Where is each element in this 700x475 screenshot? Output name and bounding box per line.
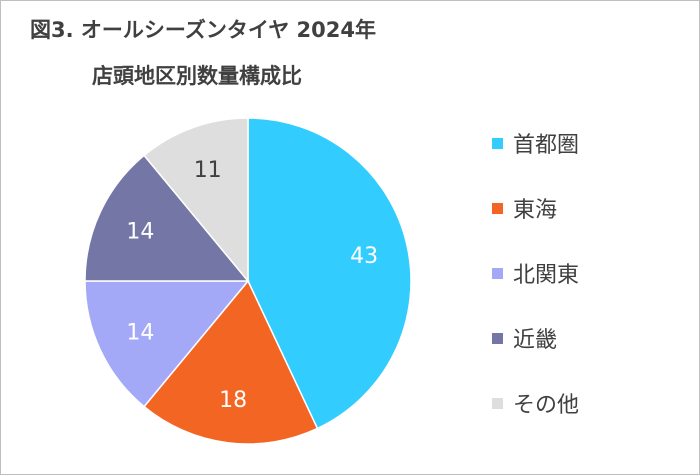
chart-subtitle: 店頭地区別数量構成比 (92, 64, 302, 88)
legend-swatch (492, 202, 503, 214)
legend-item-kinki: 近畿 (492, 323, 557, 353)
legend-item-other: その他 (492, 388, 579, 418)
pie-slice (143, 279, 319, 445)
legend-swatch (492, 267, 503, 279)
data-label: 43 (350, 244, 378, 269)
legend-label: 東海 (513, 198, 558, 223)
data-label: 14 (126, 219, 154, 244)
pie-slice (247, 117, 412, 430)
pie-slice (84, 154, 250, 282)
legend-swatch (492, 332, 503, 344)
data-label: 11 (194, 158, 222, 183)
chart-title: 図3. オールシーズンタイヤ 2024年 (30, 18, 376, 42)
legend-label: 北関東 (513, 263, 580, 288)
legend-swatch (492, 397, 503, 409)
data-label: 14 (126, 321, 154, 346)
legend-label: 首都圏 (513, 133, 580, 158)
legend-swatch (492, 137, 503, 149)
pie-slice (143, 117, 249, 284)
legend-item-kitakanto: 北関東 (492, 258, 579, 288)
legend-label: 近畿 (513, 328, 558, 353)
legend-item-shutoken: 首都圏 (492, 128, 579, 158)
data-label: 18 (219, 388, 247, 413)
pie-slice (84, 280, 250, 408)
legend-label: その他 (513, 393, 580, 418)
legend-item-tokai: 東海 (492, 193, 557, 223)
